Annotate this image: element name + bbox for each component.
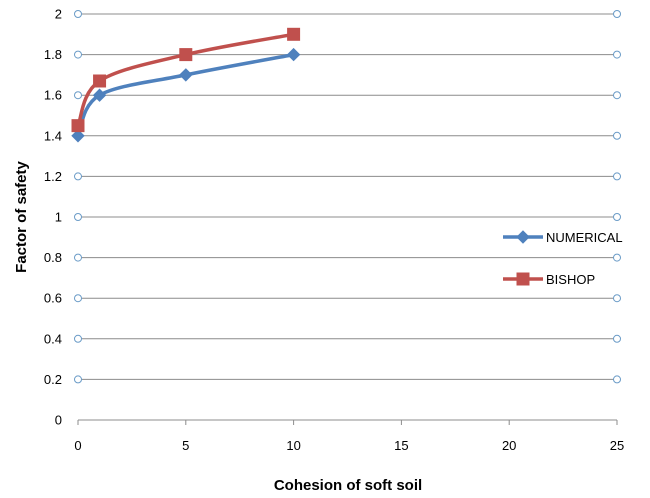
x-tick-labels: 0 5 10 15 20 25 [74, 438, 624, 453]
x-axis-title: Cohesion of soft soil [274, 477, 422, 494]
y-tick-label: 2 [55, 7, 62, 22]
data-point-bishop [287, 27, 301, 41]
grid-lines [78, 13, 617, 380]
y2-axis-marker [613, 213, 621, 221]
y-axis-marker [74, 50, 82, 59]
y-tick-label: 1.8 [44, 47, 62, 62]
series-group [71, 27, 301, 143]
legend-label-numerical: NUMERICAL [546, 230, 623, 245]
data-point-bishop [179, 48, 193, 62]
y-axis-markers [74, 10, 621, 384]
y-axis-marker [74, 172, 82, 181]
legend-label-bishop: BISHOP [546, 272, 595, 287]
x-tick-label: 0 [74, 438, 81, 453]
data-point-numerical [179, 68, 193, 82]
x-tick-label: 20 [502, 438, 516, 453]
y-axis-title: Factor of safety [13, 160, 30, 272]
y-tick-label: 0.8 [44, 250, 62, 265]
y-axis-marker [74, 334, 82, 343]
y-axis-marker [74, 294, 82, 303]
y2-axis-marker [613, 334, 621, 343]
series-line-bishop [76, 32, 294, 127]
x-tick-label: 25 [610, 438, 624, 453]
data-point-numerical [92, 88, 107, 102]
axes [77, 419, 618, 425]
y2-axis-marker [613, 91, 621, 100]
legend-marker-numerical [516, 230, 530, 244]
y2-axis-marker [613, 294, 621, 303]
y-tick-labels: 0 0.2 0.4 0.6 0.8 1 1.2 1.4 1.6 1.8 2 [44, 7, 62, 428]
y2-axis-marker [613, 10, 621, 18]
y2-axis-marker [613, 172, 621, 181]
y-axis-marker [74, 213, 82, 221]
series-bishop [71, 27, 301, 133]
y-tick-label: 1 [55, 210, 62, 225]
y-tick-label: 0 [55, 413, 62, 428]
series-line-numerical [76, 52, 294, 137]
y-tick-label: 0.4 [44, 331, 62, 346]
x-tick-label: 15 [394, 438, 408, 453]
data-point-bishop [71, 119, 85, 133]
y2-axis-marker [613, 131, 621, 140]
legend-marker-bishop [516, 272, 530, 286]
y-axis-marker [74, 253, 82, 262]
y-axis-marker [74, 91, 82, 100]
y-tick-label: 0.6 [44, 291, 62, 306]
x-tick-label: 10 [286, 438, 300, 453]
data-point-numerical [286, 47, 301, 62]
legend: NUMERICAL BISHOP [503, 230, 623, 287]
y2-axis-marker [613, 375, 621, 384]
x-tick-label: 5 [182, 438, 189, 453]
y-tick-label: 1.6 [44, 88, 62, 103]
data-point-numerical [71, 129, 85, 143]
y-axis-marker [74, 375, 82, 384]
series-numerical [71, 47, 301, 143]
y2-axis-marker [613, 253, 621, 262]
y-axis-marker [74, 10, 82, 18]
data-point-bishop [93, 74, 107, 88]
y2-axis-marker [613, 50, 621, 59]
y-tick-label: 0.2 [44, 372, 62, 387]
y-tick-label: 1.4 [44, 128, 62, 143]
y-tick-label: 1.2 [44, 169, 62, 184]
